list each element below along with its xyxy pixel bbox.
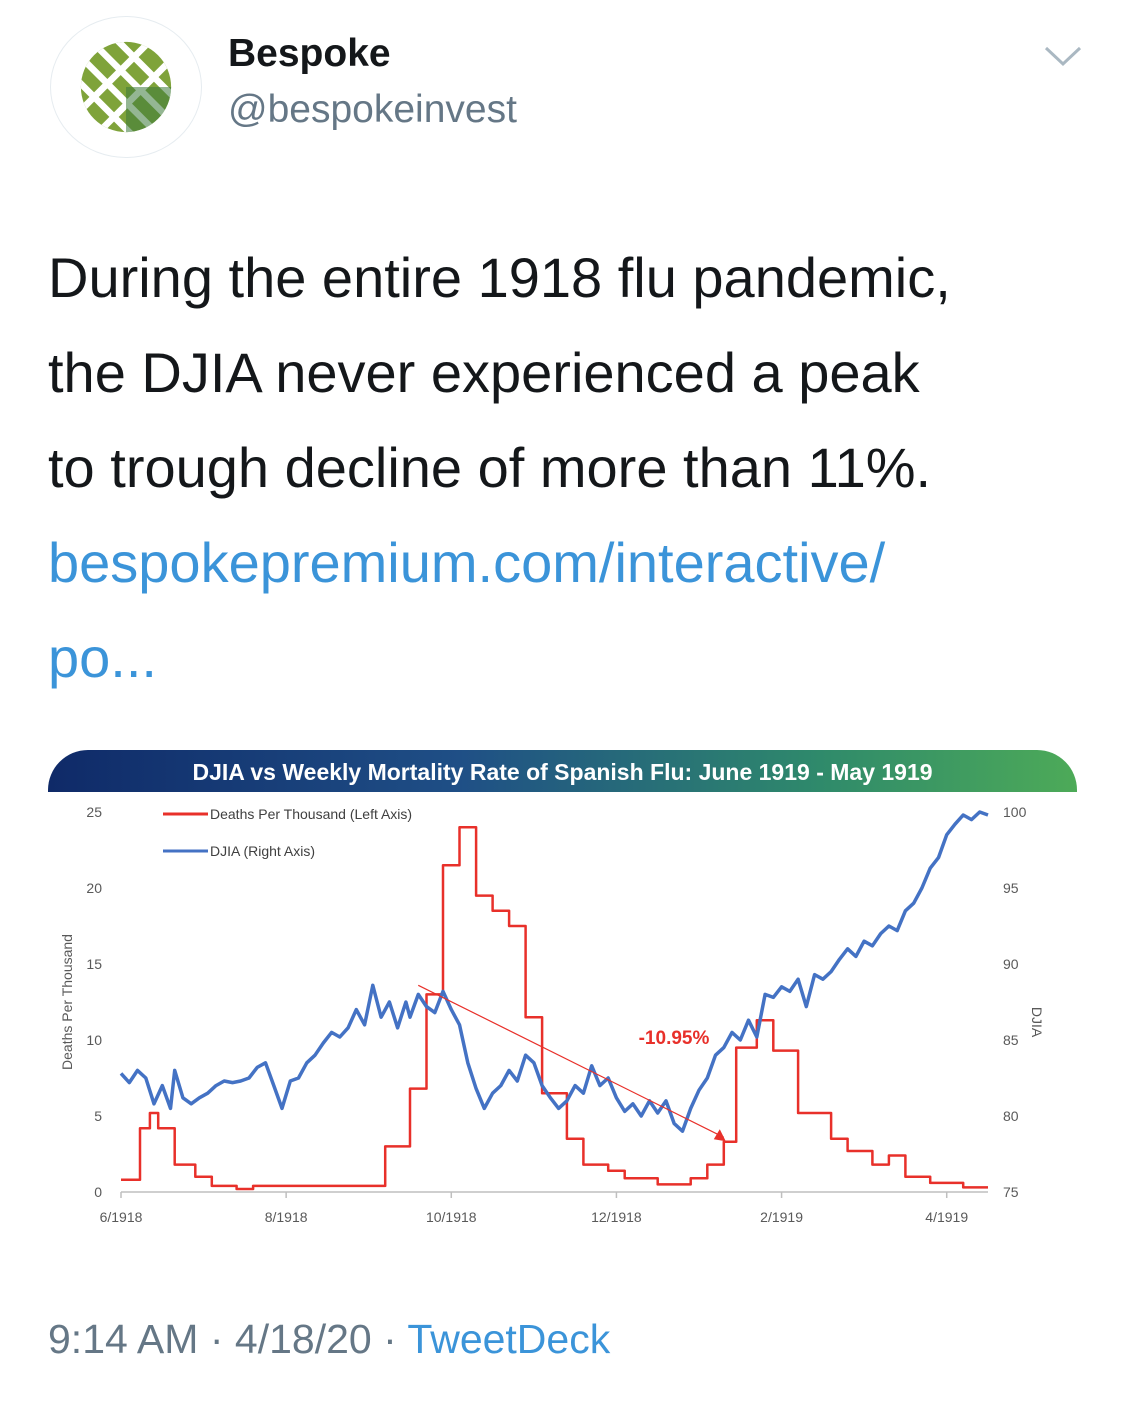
deaths-series-line bbox=[121, 825, 988, 1191]
x-tick-label: 12/1918 bbox=[591, 1209, 642, 1225]
display-name[interactable]: Bespoke bbox=[228, 32, 391, 75]
chevron-down-icon[interactable] bbox=[1042, 40, 1084, 70]
y2-tick-label: 95 bbox=[1003, 880, 1019, 896]
tweet-link-continued[interactable]: po... bbox=[48, 626, 157, 689]
tweet-footer: 9:14 AM · 4/18/20 · TweetDeck bbox=[48, 1316, 610, 1363]
y-tick-label: 20 bbox=[86, 880, 102, 896]
bespoke-logo-icon bbox=[80, 41, 172, 133]
djia-series-line bbox=[119, 810, 989, 1133]
x-tick-label: 6/1918 bbox=[100, 1209, 143, 1225]
footer-separator: · bbox=[383, 1316, 397, 1362]
y-tick-label: 5 bbox=[94, 1108, 102, 1124]
y-tick-label: 0 bbox=[94, 1184, 102, 1200]
user-handle[interactable]: @bespokeinvest bbox=[228, 88, 517, 131]
x-tick-label: 8/1918 bbox=[265, 1209, 308, 1225]
tweet-date[interactable]: 4/18/20 bbox=[234, 1316, 372, 1362]
y-tick-label: 10 bbox=[86, 1032, 102, 1048]
y2-tick-label: 85 bbox=[1003, 1032, 1019, 1048]
tweet-link[interactable]: bespokepremium.com/interactive/ bbox=[48, 531, 886, 594]
avatar[interactable] bbox=[50, 16, 202, 158]
legend-label: Deaths Per Thousand (Left Axis) bbox=[210, 806, 412, 822]
y-axis-label: Deaths Per Thousand bbox=[59, 934, 75, 1070]
tweet-media-chart[interactable]: DJIA vs Weekly Mortality Rate of Spanish… bbox=[48, 750, 1077, 1250]
chart-svg: 0 5 10 15 20 25 75 80 85 90 95 100 6/1918 8/1918 10/19… bbox=[59, 804, 1045, 1225]
footer-separator: · bbox=[209, 1316, 224, 1362]
tweet-text-line: During the entire 1918 flu pandemic, bbox=[48, 246, 951, 309]
y-tick-label: 25 bbox=[86, 804, 102, 820]
x-tick-label: 4/1919 bbox=[925, 1209, 968, 1225]
trend-arrow-head bbox=[713, 1129, 726, 1142]
tweet-text: During the entire 1918 flu pandemic, the… bbox=[48, 230, 1088, 705]
tweet-text-line: to trough decline of more than 11%. bbox=[48, 436, 932, 499]
legend-label: DJIA (Right Axis) bbox=[210, 843, 315, 859]
x-tick-label: 10/1918 bbox=[426, 1209, 477, 1225]
y-tick-label: 15 bbox=[86, 956, 102, 972]
x-tick-label: 2/1919 bbox=[760, 1209, 803, 1225]
tweet-text-line: the DJIA never experienced a peak bbox=[48, 341, 920, 404]
tweet-time[interactable]: 9:14 AM bbox=[48, 1316, 199, 1362]
y2-axis-label: DJIA bbox=[1029, 1007, 1045, 1038]
chart-title: DJIA vs Weekly Mortality Rate of Spanish… bbox=[48, 750, 1077, 792]
y2-tick-label: 80 bbox=[1003, 1108, 1019, 1124]
y2-tick-label: 75 bbox=[1003, 1184, 1019, 1200]
trend-arrow-line bbox=[417, 984, 725, 1138]
tweet-source[interactable]: TweetDeck bbox=[407, 1316, 611, 1362]
decline-annotation: -10.95% bbox=[639, 1028, 710, 1049]
y2-tick-label: 90 bbox=[1003, 956, 1019, 972]
y2-tick-label: 100 bbox=[1003, 804, 1027, 820]
